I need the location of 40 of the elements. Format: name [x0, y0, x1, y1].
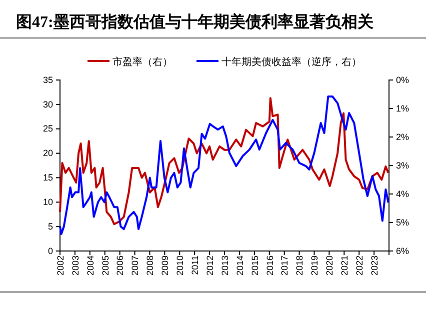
x-tick-label: 2022 — [354, 256, 364, 276]
y-tick-label: 30 — [42, 99, 53, 110]
x-tick-label: 2012 — [204, 256, 215, 276]
y2-tick-label: 5% — [396, 217, 410, 228]
x-tick-label: 2007 — [130, 256, 140, 276]
x-tick-label: 2006 — [115, 256, 126, 276]
legend-label: 十年期美债收益率（逆序，右） — [222, 56, 362, 68]
x-tick-label: 2023 — [369, 256, 380, 276]
x-tick-label: 2008 — [145, 256, 156, 276]
x-tick-label: 2014 — [234, 256, 245, 276]
y2-tick-label: 2% — [396, 132, 410, 142]
y-tick-label: 25 — [42, 124, 53, 134]
y2-tick-label: 3% — [396, 160, 410, 170]
y-tick-label: 15 — [42, 172, 53, 183]
x-tick-label: 2017 — [280, 256, 290, 276]
x-tick-label: 2013 — [220, 256, 230, 276]
x-tick-label: 2021 — [340, 256, 350, 276]
x-tick-label: 2020 — [324, 256, 335, 276]
x-tick-label: 2005 — [100, 256, 110, 276]
y-tick-label: 0 — [48, 246, 53, 256]
x-tick-label: 2009 — [160, 256, 170, 276]
x-tick-label: 2015 — [250, 256, 260, 276]
y-tick-label: 10 — [42, 197, 53, 208]
x-tick-label: 2003 — [70, 256, 80, 276]
x-tick-label: 2018 — [294, 256, 305, 276]
x-tick-label: 2016 — [264, 256, 275, 276]
legend-label: 市盈率（右） — [112, 56, 172, 68]
y-tick-label: 35 — [42, 74, 53, 85]
chart-title: 图47:墨西哥指数估值与十年期美债利率显著负相关 — [16, 12, 374, 31]
y2-tick-label: 0% — [396, 74, 410, 85]
y-tick-label: 5 — [48, 221, 53, 232]
y2-tick-label: 1% — [396, 103, 410, 114]
x-tick-label: 2002 — [55, 256, 66, 276]
y2-tick-label: 6% — [396, 246, 410, 256]
x-tick-label: 2010 — [175, 256, 186, 276]
x-tick-label: 2011 — [190, 256, 200, 275]
y-tick-label: 20 — [42, 148, 53, 158]
x-tick-label: 2004 — [85, 256, 96, 276]
y2-tick-label: 4% — [396, 188, 410, 199]
x-tick-label: 2019 — [310, 256, 320, 276]
